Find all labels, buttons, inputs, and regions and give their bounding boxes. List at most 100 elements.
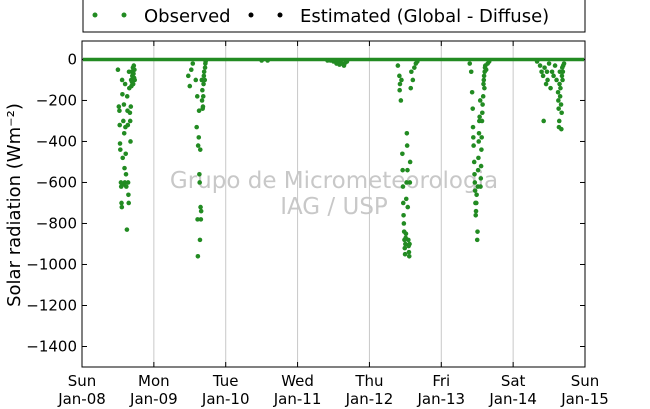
legend-estimated-label: Estimated (Global - Diffuse): [300, 6, 549, 27]
y-tick-label: −800: [36, 214, 77, 232]
observed-point: [471, 143, 476, 148]
observed-point: [197, 171, 202, 177]
observed-point: [560, 69, 566, 75]
observed-point: [188, 67, 194, 73]
observed-point: [481, 73, 487, 79]
observed-point: [398, 98, 404, 103]
observed-point: [479, 118, 485, 124]
observed-point: [201, 81, 206, 87]
x-tick-label: Wed: [281, 372, 314, 390]
observed-point: [124, 227, 130, 232]
observed-point: [404, 130, 410, 136]
observed-point: [403, 231, 409, 237]
observed-point: [561, 61, 567, 66]
observed-point: [194, 94, 200, 99]
observed-point: [401, 212, 406, 218]
observed-point: [397, 81, 403, 87]
observed-point: [552, 63, 558, 68]
observed-point: [400, 200, 406, 206]
observed-point: [117, 122, 123, 128]
y-tick-label: −200: [36, 91, 77, 109]
observed-point: [476, 155, 481, 161]
x-tick-label: Sat: [501, 372, 526, 390]
observed-point: [117, 141, 123, 146]
observed-point: [469, 89, 475, 95]
observed-point: [471, 159, 477, 165]
observed-point: [480, 110, 485, 116]
observed-point: [478, 163, 484, 169]
observed-point: [534, 59, 540, 64]
observed-point: [399, 77, 404, 83]
observed-point: [480, 102, 485, 107]
y-tick-label: −1400: [26, 337, 77, 355]
observed-point: [548, 85, 553, 91]
observed-point: [403, 241, 408, 247]
observed-point: [543, 81, 549, 87]
legend-estimated-marker-2: [277, 12, 283, 18]
x-tick-label: Jan-15: [560, 390, 609, 408]
x-tick-label: Tue: [212, 372, 239, 390]
observed-point: [475, 229, 480, 234]
observed-point: [119, 200, 124, 206]
observed-point: [197, 237, 203, 243]
observed-point: [483, 67, 489, 73]
x-tick-label: Jan-14: [488, 390, 537, 408]
observed-point: [481, 81, 486, 87]
legend: Observed Estimated (Global - Diffuse): [82, 0, 586, 33]
observed-point: [123, 151, 129, 157]
grid-lines: [153, 41, 514, 367]
x-tick-label: Fri: [432, 372, 450, 390]
observed-point: [131, 63, 137, 68]
observed-point: [185, 73, 191, 79]
observed-point: [468, 69, 474, 75]
x-tick-label: Jan-08: [57, 390, 106, 408]
observed-point: [401, 221, 407, 226]
observed-point: [540, 73, 546, 79]
observed-point: [559, 73, 565, 79]
observed-point: [474, 237, 480, 243]
observed-point: [559, 110, 564, 116]
observed-point: [117, 108, 122, 114]
observed-point: [551, 73, 556, 79]
observed-point: [474, 192, 479, 198]
observed-point: [125, 122, 131, 128]
legend-box: [82, 0, 586, 33]
observed-point: [557, 81, 562, 87]
observed-point: [477, 114, 482, 120]
observed-point: [539, 69, 544, 75]
observed-point: [541, 118, 546, 124]
observed-point: [544, 69, 550, 75]
observed-point: [479, 135, 485, 140]
observed-point: [259, 58, 264, 63]
observed-point: [412, 65, 417, 70]
observed-point: [126, 200, 132, 206]
observed-point: [200, 87, 205, 93]
x-tick-label: Sun: [571, 372, 600, 390]
observed-point: [126, 192, 131, 198]
x-tick-label: Thu: [354, 372, 383, 390]
observed-point: [344, 59, 350, 64]
plot-area: 0−200−400−600−800−1000−1200−1400 SunJan-…: [26, 40, 609, 408]
observed-point: [128, 139, 133, 144]
observed-point: [193, 77, 199, 83]
observed-point: [404, 143, 410, 148]
observed-point: [121, 130, 127, 136]
observed-point: [187, 83, 193, 89]
observed-point: [195, 253, 201, 259]
observed-point: [415, 59, 420, 64]
observed-point: [265, 58, 270, 63]
observed-point: [200, 94, 206, 99]
x-axis-ticks: SunJan-08MonJan-09TueJan-10WedJan-11ThuJ…: [57, 41, 609, 408]
observed-point: [475, 167, 481, 173]
observed-point: [406, 249, 412, 255]
observed-point: [470, 124, 476, 130]
observed-point: [118, 147, 123, 152]
observed-point: [467, 61, 473, 66]
observed-point: [403, 196, 409, 202]
observed-point: [404, 180, 409, 185]
observed-point: [127, 110, 133, 116]
observed-point: [405, 204, 411, 210]
observed-point: [555, 89, 561, 95]
observed-point: [121, 102, 127, 107]
